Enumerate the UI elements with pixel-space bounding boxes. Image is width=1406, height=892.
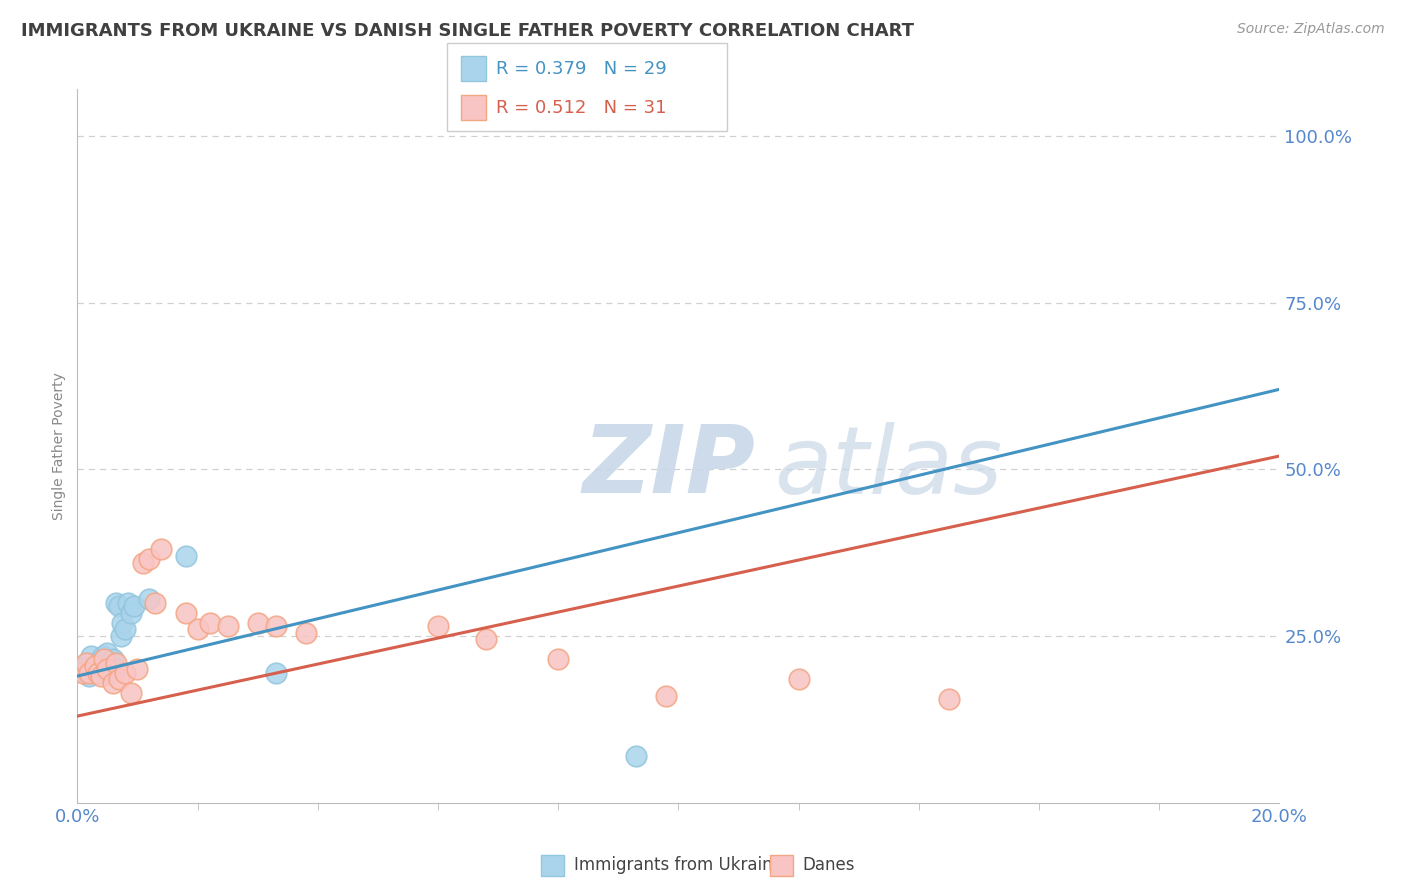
Point: [294, 625, 316, 640]
Point: [117, 596, 139, 610]
Point: [93, 652, 115, 666]
Point: [198, 615, 221, 630]
Point: [132, 556, 155, 570]
Point: [105, 596, 128, 610]
Point: [120, 686, 142, 700]
Point: [145, 596, 167, 610]
Point: [174, 606, 197, 620]
Point: [103, 652, 125, 666]
Point: [547, 652, 569, 666]
Point: [79, 649, 101, 664]
Point: [264, 665, 287, 680]
Text: Immigrants from Ukraine: Immigrants from Ukraine: [574, 856, 783, 874]
Text: ZIP: ZIP: [582, 421, 755, 514]
Point: [110, 629, 132, 643]
Point: [104, 662, 127, 676]
Point: [103, 675, 125, 690]
Point: [120, 606, 142, 620]
Point: [96, 646, 118, 660]
Point: [150, 542, 173, 557]
Point: [124, 599, 146, 613]
Point: [82, 662, 104, 676]
Point: [108, 599, 131, 613]
Y-axis label: Single Father Poverty: Single Father Poverty: [52, 372, 66, 520]
Text: Danes: Danes: [803, 856, 855, 874]
Point: [127, 662, 149, 676]
Point: [138, 592, 160, 607]
Point: [938, 692, 960, 706]
Point: [264, 619, 287, 633]
Point: [186, 623, 209, 637]
Text: R = 0.512   N = 31: R = 0.512 N = 31: [496, 99, 666, 117]
Point: [97, 665, 120, 680]
Point: [93, 662, 115, 676]
Text: atlas: atlas: [775, 422, 1002, 513]
Point: [90, 652, 112, 666]
Point: [475, 632, 498, 647]
Point: [87, 662, 110, 676]
Text: Source: ZipAtlas.com: Source: ZipAtlas.com: [1237, 22, 1385, 37]
Point: [111, 615, 134, 630]
Point: [655, 689, 678, 703]
Point: [787, 673, 810, 687]
Point: [427, 619, 450, 633]
Point: [76, 656, 98, 670]
Point: [217, 619, 239, 633]
Point: [100, 656, 122, 670]
Text: R = 0.379   N = 29: R = 0.379 N = 29: [496, 60, 666, 78]
Point: [75, 656, 97, 670]
Point: [91, 649, 114, 664]
Point: [114, 665, 136, 680]
Point: [626, 749, 648, 764]
Point: [90, 669, 112, 683]
Point: [73, 665, 96, 680]
Point: [79, 669, 101, 683]
Point: [114, 623, 136, 637]
Point: [246, 615, 269, 630]
Point: [72, 665, 94, 680]
Point: [138, 552, 160, 566]
Point: [108, 673, 131, 687]
Point: [174, 549, 197, 563]
Point: [84, 665, 107, 680]
Point: [105, 656, 128, 670]
Point: [84, 659, 107, 673]
Point: [96, 662, 118, 676]
Point: [86, 656, 108, 670]
Point: [87, 665, 110, 680]
Point: [75, 659, 97, 673]
Point: [79, 665, 101, 680]
Text: IMMIGRANTS FROM UKRAINE VS DANISH SINGLE FATHER POVERTY CORRELATION CHART: IMMIGRANTS FROM UKRAINE VS DANISH SINGLE…: [21, 22, 914, 40]
